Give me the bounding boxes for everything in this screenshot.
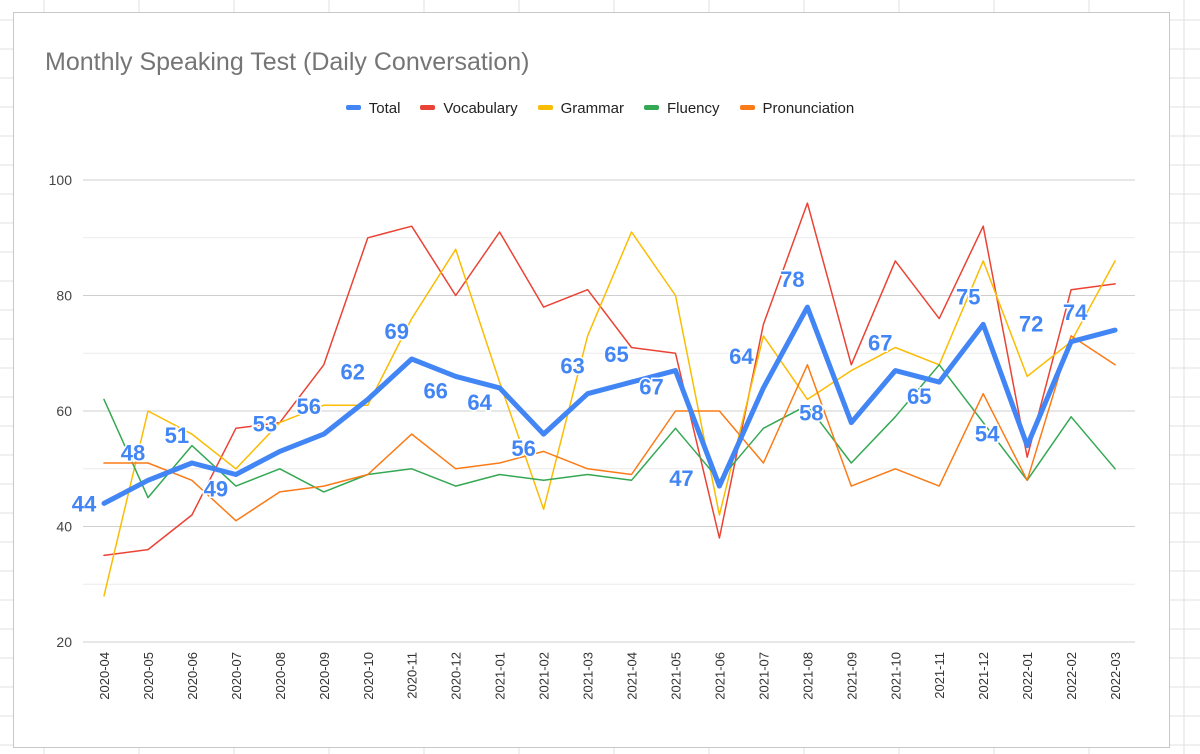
y-tick-label: 60 xyxy=(56,403,72,419)
data-label-total: 67 xyxy=(868,331,892,356)
data-label-total: 74 xyxy=(1063,300,1088,325)
x-tick-label: 2020-08 xyxy=(273,652,288,700)
legend-label: Grammar xyxy=(560,99,624,117)
x-tick-label: 2020-09 xyxy=(317,652,332,700)
data-label-total: 63 xyxy=(560,354,584,379)
x-tick-label: 2021-10 xyxy=(888,652,903,700)
data-label-total: 48 xyxy=(121,440,145,465)
legend-swatch xyxy=(537,105,553,111)
x-tick-label: 2020-05 xyxy=(141,652,156,700)
data-label-total: 49 xyxy=(204,477,228,502)
x-tick-label: 2020-10 xyxy=(361,652,376,700)
data-label-total: 64 xyxy=(467,390,492,415)
x-tick-label: 2021-05 xyxy=(668,652,683,700)
legend-swatch xyxy=(345,105,361,111)
y-tick-label: 20 xyxy=(56,634,72,650)
x-tick-label: 2021-09 xyxy=(844,652,859,700)
data-label-total: 56 xyxy=(511,436,535,461)
legend-item-fluency: Fluency xyxy=(643,99,720,117)
legend-label: Fluency xyxy=(666,99,720,117)
data-label-total: 66 xyxy=(423,378,447,403)
x-tick-label: 2020-11 xyxy=(405,652,420,699)
data-label-total: 58 xyxy=(799,401,823,426)
legend-item-pronunciation: Pronunciation xyxy=(739,99,855,117)
data-label-total: 67 xyxy=(639,375,663,400)
legend-swatch xyxy=(739,105,755,111)
legend-item-grammar: Grammar xyxy=(537,99,624,117)
series-line-grammar xyxy=(103,231,1116,597)
data-label-total: 44 xyxy=(72,491,97,516)
chart-card[interactable] xyxy=(13,12,1170,748)
data-label-total: 65 xyxy=(604,342,628,367)
x-tick-label: 2022-02 xyxy=(1064,652,1079,700)
x-tick-label: 2021-01 xyxy=(493,652,508,700)
x-tick-label: 2021-04 xyxy=(625,652,640,700)
legend-label: Vocabulary xyxy=(443,99,518,117)
chart-legend: Total Vocabulary Grammar Fluency Pronunciati… xyxy=(0,99,1200,117)
x-tick-label: 2021-08 xyxy=(800,652,815,700)
x-tick-label: 2020-12 xyxy=(449,652,464,700)
data-label-total: 72 xyxy=(1019,312,1043,337)
x-tick-label: 2021-12 xyxy=(976,652,991,700)
y-tick-label: 100 xyxy=(49,172,73,188)
x-tick-label: 2020-04 xyxy=(97,652,112,700)
x-tick-label: 2021-06 xyxy=(712,652,727,700)
series-line-pronunciation xyxy=(103,335,1116,522)
data-label-total: 56 xyxy=(297,394,321,419)
legend-label: Pronunciation xyxy=(762,99,855,117)
x-tick-label: 2020-07 xyxy=(229,652,244,700)
x-tick-label: 2021-03 xyxy=(581,652,596,700)
y-tick-label: 40 xyxy=(56,519,72,535)
data-label-total: 65 xyxy=(907,384,931,409)
x-tick-label: 2020-06 xyxy=(185,652,200,700)
x-tick-label: 2021-11 xyxy=(932,652,947,699)
x-tick-label: 2021-02 xyxy=(537,652,552,700)
series-line-total xyxy=(101,304,1118,506)
legend-swatch xyxy=(420,105,436,111)
data-label-total: 51 xyxy=(165,423,189,448)
data-label-total: 78 xyxy=(780,267,804,292)
chart-title: Monthly Speaking Test (Daily Conversatio… xyxy=(45,48,530,76)
data-label-total: 47 xyxy=(669,466,693,491)
data-label-total: 75 xyxy=(956,284,980,309)
legend-label: Total xyxy=(368,99,401,117)
series-line-vocabulary xyxy=(103,202,1116,557)
x-tick-label: 2021-07 xyxy=(756,652,771,700)
data-label-total: 53 xyxy=(253,411,277,436)
x-tick-label: 2022-01 xyxy=(1020,652,1035,700)
data-label-total: 54 xyxy=(975,422,1000,447)
data-label-total: 69 xyxy=(384,319,408,344)
x-tick-label: 2022-03 xyxy=(1108,652,1123,700)
data-label-total: 62 xyxy=(341,359,365,384)
y-tick-label: 80 xyxy=(56,288,72,304)
data-label-total: 64 xyxy=(729,344,754,369)
legend-swatch xyxy=(643,105,659,111)
legend-item-total: Total xyxy=(345,99,401,117)
legend-item-vocabulary: Vocabulary xyxy=(420,99,518,117)
